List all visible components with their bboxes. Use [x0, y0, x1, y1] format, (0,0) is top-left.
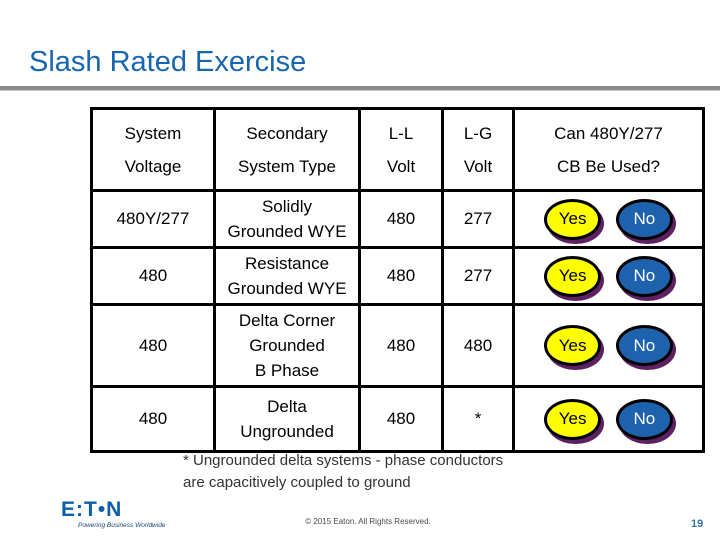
cell-type-line: B Phase — [254, 361, 320, 380]
yes-button[interactable]: Yes — [544, 325, 602, 366]
cell-type-line: Ungrounded — [240, 422, 334, 441]
cell-system-voltage: 480 — [90, 246, 216, 306]
header-lg-volt: L-G Volt — [441, 107, 515, 192]
title-divider — [0, 86, 720, 91]
header-line: L-G — [463, 123, 493, 143]
table-row: 480 Delta Corner Grounded B Phase 480 48… — [90, 303, 705, 388]
header-line: Secondary — [246, 123, 328, 143]
footnote-line: are capacitively coupled to ground — [183, 474, 411, 491]
header-line: System Type — [238, 156, 336, 176]
yes-button[interactable]: Yes — [544, 398, 602, 440]
cell-type-line: Grounded — [249, 336, 325, 355]
cell-system-voltage: 480Y/277 — [90, 189, 216, 249]
header-system-voltage: System Voltage — [90, 107, 216, 192]
header-line: Volt — [386, 156, 416, 176]
table-header-row: System Voltage Secondary System Type L-L… — [90, 107, 705, 192]
footnote-line: * Ungrounded delta systems - phase condu… — [183, 452, 504, 469]
cell-system-type: Delta Corner Grounded B Phase — [213, 303, 361, 388]
table-row: 480 Delta Ungrounded 480 * Yes No — [90, 385, 705, 453]
cell-lg-volt: 480 — [441, 303, 515, 388]
header-can-cb-be-used: Can 480Y/277 CB Be Used? — [512, 107, 705, 192]
no-button[interactable]: No — [615, 325, 673, 366]
header-line: Volt — [463, 156, 493, 176]
cell-system-type: Resistance Grounded WYE — [213, 246, 361, 306]
eaton-wordmark-icon: E:T•N — [61, 498, 123, 521]
header-line: CB Be Used? — [557, 156, 660, 176]
cell-answer-choices: Yes No — [512, 385, 705, 453]
table-row: 480Y/277 Solidly Grounded WYE 480 277 Ye… — [90, 189, 705, 249]
no-button[interactable]: No — [615, 255, 673, 297]
cell-ll-volt: 480 — [358, 246, 444, 306]
cell-answer-choices: Yes No — [512, 303, 705, 388]
cell-type-line: Resistance — [244, 254, 330, 273]
header-secondary-system-type: Secondary System Type — [213, 107, 361, 192]
page-number: 19 — [691, 518, 704, 530]
cell-ll-volt: 480 — [358, 385, 444, 453]
no-button[interactable]: No — [615, 198, 673, 240]
cell-ll-volt: 480 — [358, 303, 444, 388]
cell-lg-volt: * — [441, 385, 515, 453]
cell-system-voltage: 480 — [90, 385, 216, 453]
cell-type-line: Grounded WYE — [227, 222, 347, 241]
cell-type-line: Grounded WYE — [227, 279, 347, 298]
cell-lg-volt: 277 — [441, 246, 515, 306]
cell-type-line: Solidly — [261, 197, 313, 216]
page-title: Slash Rated Exercise — [29, 46, 307, 78]
yes-button[interactable]: Yes — [544, 198, 602, 240]
eaton-tagline: Powering Business Worldwide — [78, 522, 166, 529]
no-button[interactable]: No — [615, 398, 673, 440]
eaton-logo: E:T•N Powering Business Worldwide — [61, 498, 181, 529]
footnote: * Ungrounded delta systems - phase condu… — [183, 450, 503, 494]
cell-answer-choices: Yes No — [512, 189, 705, 249]
header-line: Voltage — [124, 156, 182, 176]
header-line: Can 480Y/277 — [554, 123, 663, 143]
header-line: L-L — [388, 123, 414, 143]
cell-system-voltage: 480 — [90, 303, 216, 388]
slash-rated-table: System Voltage Secondary System Type L-L… — [90, 107, 705, 453]
header-ll-volt: L-L Volt — [358, 107, 444, 192]
cell-system-type: Solidly Grounded WYE — [213, 189, 361, 249]
cell-system-type: Delta Ungrounded — [213, 385, 361, 453]
cell-answer-choices: Yes No — [512, 246, 705, 306]
cell-lg-volt: 277 — [441, 189, 515, 249]
cell-type-line: Delta — [267, 397, 307, 416]
cell-type-line: Delta Corner — [238, 311, 336, 330]
header-line: System — [124, 123, 182, 143]
table-row: 480 Resistance Grounded WYE 480 277 Yes … — [90, 246, 705, 306]
copyright-notice: © 2015 Eaton. All Rights Reserved. — [305, 517, 431, 526]
yes-button[interactable]: Yes — [544, 255, 602, 297]
cell-ll-volt: 480 — [358, 189, 444, 249]
